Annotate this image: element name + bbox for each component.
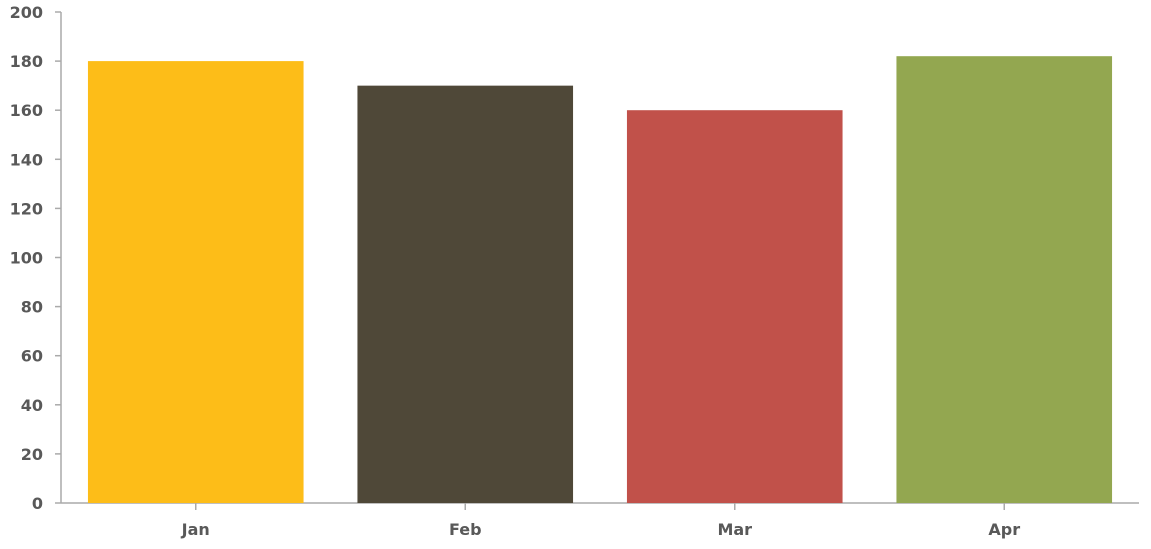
bar-jan[interactable] <box>87 61 304 503</box>
y-tick-label: 200 <box>10 3 43 22</box>
y-tick-label: 40 <box>21 396 43 415</box>
y-axis: 0 20 40 60 80 100 120 140 160 180 200 <box>10 3 62 513</box>
y-tick-label: 180 <box>10 52 43 71</box>
y-tick-label: 60 <box>21 347 43 366</box>
y-tick-label: 0 <box>32 494 43 513</box>
bar-mar[interactable] <box>626 110 843 503</box>
x-tick-label: Jan <box>181 520 210 539</box>
y-tick-label: 160 <box>10 101 43 120</box>
bar-apr[interactable] <box>896 56 1113 503</box>
y-tick-label: 20 <box>21 445 43 464</box>
bar-feb[interactable] <box>357 85 574 504</box>
x-tick-label: Apr <box>988 520 1020 539</box>
y-tick-label: 80 <box>21 298 43 317</box>
x-axis: Jan Feb Mar Apr <box>61 502 1139 539</box>
y-tick-label: 100 <box>10 249 43 268</box>
y-tick-label: 140 <box>10 150 43 169</box>
bars <box>87 56 1113 504</box>
y-tick-label: 120 <box>10 199 43 218</box>
x-tick-label: Mar <box>717 520 752 539</box>
x-tick-label: Feb <box>449 520 482 539</box>
